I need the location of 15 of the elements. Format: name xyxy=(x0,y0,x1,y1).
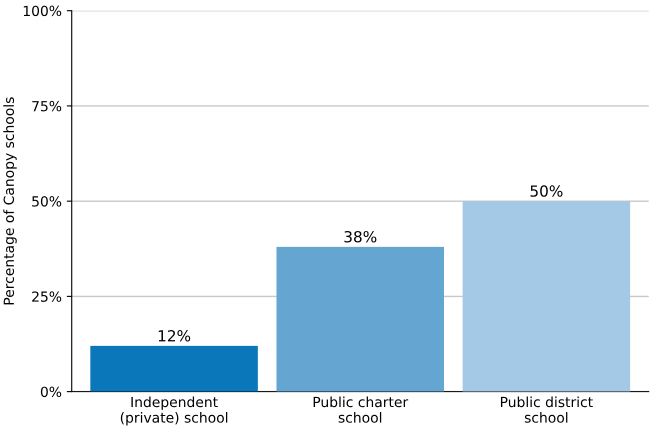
bar xyxy=(462,201,630,392)
x-tick-label: Independent (private) school xyxy=(120,396,228,426)
data-label: 12% xyxy=(158,330,190,342)
x-tick-label: Public charter school xyxy=(314,396,408,423)
y-tick-label: 50% xyxy=(32,196,62,207)
y-tick-label: 100% xyxy=(24,6,62,16)
y-tick-label: 75% xyxy=(32,100,62,112)
y-tick-label: 0% xyxy=(40,386,62,398)
y-axis-title: Percentage of Canopy schools xyxy=(3,97,17,304)
bar xyxy=(276,246,444,392)
data-label: 38% xyxy=(344,230,376,243)
y-tick-label: 25% xyxy=(32,291,62,302)
data-label: 50% xyxy=(530,185,562,197)
x-tick-label: Public district school xyxy=(500,396,593,423)
bar xyxy=(90,346,258,392)
